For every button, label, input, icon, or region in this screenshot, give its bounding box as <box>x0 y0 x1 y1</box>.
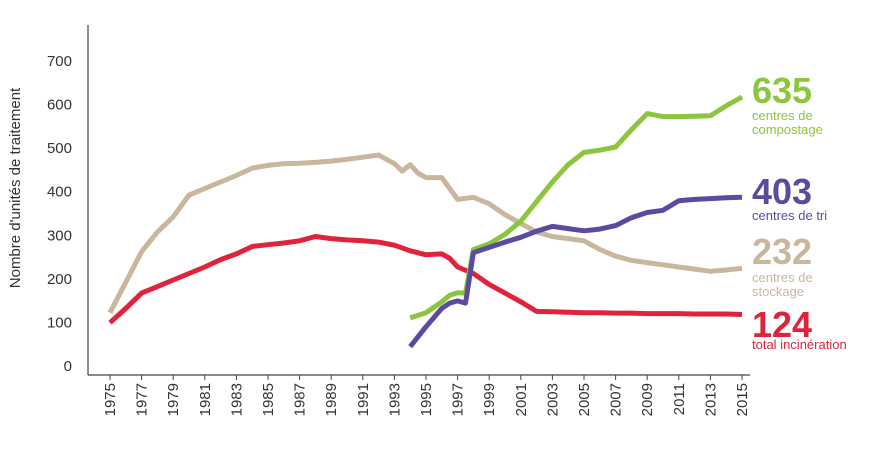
y-tick-label: 300 <box>47 227 72 244</box>
x-tick-label: 1981 <box>197 383 214 416</box>
x-tick-label: 1975 <box>102 383 119 416</box>
end-value-compostage: 635 <box>752 70 812 111</box>
y-tick-label: 200 <box>47 271 72 288</box>
y-tick-label: 400 <box>47 184 72 201</box>
x-tick-label: 1987 <box>292 383 309 416</box>
series-line-incineration <box>108 234 743 325</box>
end-label-tri: centres de tri <box>752 208 827 223</box>
end-value-tri: 403 <box>752 171 812 212</box>
x-tick-label: 1999 <box>481 383 498 416</box>
x-ticks: 1975 1977 1979 1981 1983 1985 1987 1989 1991 1993… <box>102 375 751 416</box>
x-tick-label: 1985 <box>260 383 277 416</box>
y-tick-label: 700 <box>47 53 72 70</box>
end-value-incineration: 124 <box>752 304 812 345</box>
end-label-compostage: compostage <box>752 122 823 137</box>
x-tick-label: 1991 <box>355 383 372 416</box>
end-label-stockage: centres de <box>752 270 813 285</box>
x-tick-label: 2003 <box>544 383 561 416</box>
x-tick-label: 1989 <box>323 383 340 416</box>
y-tick-label: 0 <box>64 358 72 375</box>
x-tick-label: 2009 <box>639 383 656 416</box>
x-tick-label: 1997 <box>450 383 467 416</box>
x-tick-label: 1995 <box>418 383 435 416</box>
x-tick-label: 2011 <box>671 383 688 415</box>
x-tick-label: 2001 <box>513 383 530 416</box>
series-line-compostage <box>409 94 744 321</box>
series-lines <box>107 94 744 349</box>
y-axis-label: Nombre d'unités de traitement <box>7 87 24 288</box>
y-tick-label: 500 <box>47 140 72 157</box>
end-value-stockage: 232 <box>752 231 812 272</box>
x-tick-label: 2013 <box>702 383 719 416</box>
x-tick-label: 2015 <box>734 383 751 416</box>
end-label-stockage: stockage <box>752 284 804 299</box>
x-tick-label: 1983 <box>228 383 245 416</box>
x-tick-label: 1977 <box>134 383 151 416</box>
y-tick-label: 600 <box>47 97 72 114</box>
axes <box>87 25 750 376</box>
y-tick-label: 100 <box>47 314 72 331</box>
y-ticks: 0 100 200 300 400 500 600 700 <box>47 53 72 375</box>
x-tick-label: 2005 <box>576 383 593 416</box>
end-label-incineration: total incinération <box>752 337 847 352</box>
x-tick-label: 1979 <box>165 383 182 416</box>
end-label-compostage: centres de <box>752 108 813 123</box>
series-line-stockage <box>107 152 743 314</box>
x-tick-label: 2007 <box>608 383 625 416</box>
series-line-tri <box>408 194 743 349</box>
x-tick-label: 1993 <box>386 383 403 416</box>
